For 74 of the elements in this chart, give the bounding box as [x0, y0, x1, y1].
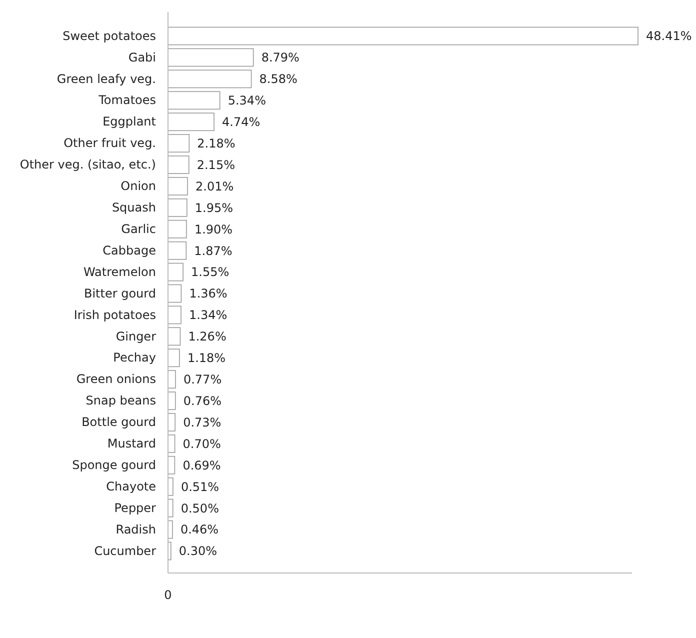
y-tick-label: Mustard: [107, 436, 156, 451]
y-tick-label: Tomatoes: [98, 93, 156, 108]
data-label: 0.30%: [178, 544, 218, 558]
y-tick-label: Pepper: [114, 500, 156, 515]
bar: [168, 477, 174, 496]
data-label: 0.73%: [183, 415, 222, 430]
data-label: 1.36%: [189, 286, 228, 301]
data-label: 1.26%: [188, 330, 226, 344]
y-tick-label: Onion: [120, 179, 156, 194]
y-tick-label: Garlic: [121, 222, 156, 236]
y-tick-label: Eggplant: [102, 114, 156, 129]
data-label: 0.51%: [180, 480, 220, 494]
bar: [168, 241, 187, 260]
y-tick-label: Bitter gourd: [84, 286, 156, 300]
bar: [168, 112, 214, 132]
bar: [168, 156, 190, 174]
bar: [168, 306, 182, 324]
bar: [168, 456, 176, 474]
y-tick-label: Snap beans: [86, 394, 156, 408]
bar: [168, 348, 180, 368]
y-tick-label: Other fruit veg.: [64, 136, 156, 150]
data-label: 0.50%: [180, 501, 219, 516]
data-label: 2.01%: [196, 179, 234, 194]
bar: [168, 262, 184, 282]
data-label: 0.46%: [180, 522, 219, 537]
bar: [168, 498, 174, 518]
bar: [168, 134, 190, 152]
data-label: 0.76%: [183, 394, 222, 408]
y-tick-label: Chayote: [106, 479, 156, 494]
y-tick-label: Green leafy veg.: [56, 72, 156, 86]
bar: [168, 284, 182, 303]
bar: [168, 177, 188, 196]
y-tick-label: Watremelon: [83, 264, 156, 279]
y-tick-label: Bottle gourd: [82, 415, 156, 430]
y-tick-label: Squash: [112, 200, 156, 215]
y-tick-label: Cabbage: [102, 243, 156, 258]
data-label: 1.55%: [191, 265, 230, 280]
data-label: 2.18%: [197, 136, 236, 150]
data-label: 8.79%: [261, 50, 300, 65]
y-tick-label: Radish: [116, 522, 156, 536]
bar: [168, 91, 220, 110]
y-tick-label: Sponge gourd: [72, 458, 156, 472]
data-label: 1.87%: [194, 244, 232, 258]
data-label: 0.70%: [182, 436, 221, 451]
bar: [168, 327, 181, 346]
text: 0: [164, 588, 172, 602]
data-label: 8.58%: [259, 72, 298, 86]
y-tick-label: Cucumber: [94, 544, 156, 558]
data-label: 1.34%: [189, 308, 228, 322]
data-label: 1.18%: [187, 351, 226, 366]
bar: [168, 434, 176, 453]
y-tick-label: Green onions: [76, 372, 156, 386]
data-label: 0.77%: [183, 372, 222, 387]
bar: [168, 26, 638, 46]
data-label: 5.34%: [228, 94, 266, 108]
data-label: 4.74%: [222, 115, 260, 130]
y-tick-label: Irish potatoes: [74, 308, 156, 322]
data-label: 1.90%: [194, 222, 233, 236]
data-label: 48.41%: [646, 29, 692, 44]
y-tick-label: Gabi: [128, 50, 156, 64]
data-label: 0.69%: [182, 458, 221, 472]
y-tick-label: Other veg. (sitao, etc.): [20, 158, 156, 172]
bar: [168, 48, 254, 67]
bar: [168, 392, 176, 410]
bar: [168, 198, 188, 217]
data-label: 2.15%: [196, 158, 235, 172]
bar: [168, 370, 176, 389]
bar: [168, 70, 252, 88]
data-label: 1.95%: [194, 200, 234, 215]
y-tick-label: Ginger: [116, 329, 156, 344]
bar: [168, 220, 187, 238]
bar: [168, 413, 176, 432]
y-tick-label: Pechay: [113, 350, 156, 365]
y-tick-label: Sweet potatoes: [62, 28, 156, 43]
